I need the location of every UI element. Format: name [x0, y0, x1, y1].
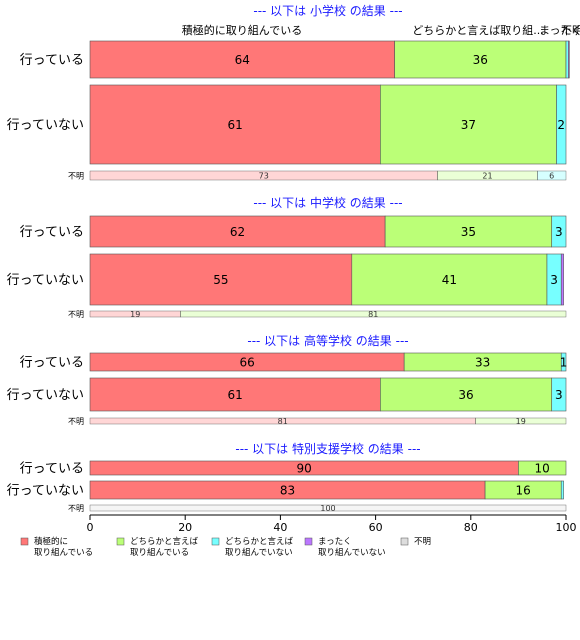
row-label: 不明: [68, 310, 84, 319]
data-label: 33: [475, 356, 490, 370]
data-label: 90: [297, 462, 312, 476]
bar-segment: [560, 352, 567, 372]
data-label: 10: [535, 462, 550, 476]
data-label: 2: [557, 118, 565, 132]
bar-segment: [560, 253, 564, 306]
data-label: 37: [461, 118, 476, 132]
legend-label: どちらかと言えば: [130, 536, 199, 547]
bar-segment: [394, 40, 567, 79]
data-label: 73: [259, 172, 269, 181]
legend-swatch: [211, 537, 220, 546]
data-label: 16: [516, 484, 531, 498]
bar-segment: [568, 40, 570, 79]
bar-segment: [380, 377, 553, 412]
bar-segment: [565, 40, 569, 79]
x-tick-label: 40: [273, 521, 287, 534]
row-label: 行っている: [20, 356, 84, 371]
legend-swatch: [116, 537, 125, 546]
data-label: 61: [228, 388, 243, 402]
data-label: 19: [516, 417, 526, 426]
section-title: --- 以下は 中学校 の結果 ---: [253, 195, 402, 210]
data-label: 36: [473, 53, 488, 67]
legend-swatch: [304, 537, 313, 546]
data-label: 3: [555, 388, 563, 402]
row-label: 行っていない: [7, 118, 84, 133]
bar-segment: [180, 310, 567, 318]
x-tick-label: 100: [556, 521, 577, 534]
legend-label: 取り組んでいる: [34, 547, 93, 558]
legend-swatch: [20, 537, 29, 546]
bar-segment: [380, 84, 557, 165]
x-tick-label: 20: [178, 521, 192, 534]
bar-segment: [351, 253, 548, 306]
legend-label: 取り組んでいない: [225, 547, 293, 558]
column-header: どちらかと言えば取り組...: [412, 24, 544, 37]
legend-label: 取り組んでいる: [130, 547, 189, 558]
bar-segment: [551, 215, 567, 248]
row-label: 不明: [68, 172, 84, 181]
row-label: 不明: [68, 417, 84, 426]
column-header: 積極的に取り組んでいる: [182, 23, 302, 37]
row-label: 行っている: [20, 225, 84, 240]
row-label: 行っている: [20, 462, 84, 477]
data-label: 64: [235, 53, 250, 67]
data-label: 81: [368, 310, 378, 319]
x-tick-label: 0: [87, 521, 94, 534]
data-label: 62: [230, 225, 245, 239]
bar-segment: [89, 377, 381, 412]
data-label: 3: [555, 225, 563, 239]
bar-segment: [556, 84, 567, 165]
data-label: 3: [550, 273, 558, 287]
data-label: 19: [130, 310, 140, 319]
data-label: 41: [442, 273, 457, 287]
bar-segment: [551, 377, 567, 412]
column-header: まったく...: [539, 24, 580, 37]
data-label: 35: [461, 225, 476, 239]
data-label: 61: [228, 118, 243, 132]
row-label: 行っていない: [7, 273, 84, 288]
data-label: 100: [320, 504, 335, 513]
legend-label: まったく: [318, 537, 352, 547]
data-label: 1: [560, 356, 568, 370]
legend-label: 積極的に: [34, 536, 68, 547]
data-label: 66: [239, 356, 254, 370]
x-tick-label: 60: [369, 521, 383, 534]
bar-segment: [89, 253, 353, 306]
data-label: 55: [213, 273, 228, 287]
section-title: --- 以下は 小学校 の結果 ---: [253, 3, 402, 18]
legend-label: どちらかと言えば: [225, 536, 294, 547]
row-label: 行っていない: [7, 388, 84, 403]
legend-swatch: [400, 537, 409, 546]
bar-segment: [560, 480, 564, 500]
bar-segment: [89, 504, 567, 512]
row-label: 不明: [68, 504, 84, 513]
data-label: 83: [280, 484, 295, 498]
data-label: 21: [482, 172, 492, 181]
bar-segment: [518, 460, 567, 476]
section-title: --- 以下は 高等学校 の結果 ---: [247, 333, 408, 348]
bar-segment: [475, 417, 567, 425]
data-label: 36: [458, 388, 473, 402]
row-label: 行っている: [20, 53, 84, 68]
legend-label: 取り組んでいない: [318, 547, 386, 558]
bar-segment: [89, 215, 386, 248]
legend-label: 不明: [414, 537, 431, 547]
x-tick-label: 80: [464, 521, 478, 534]
data-label: 6: [549, 172, 554, 181]
section-title: --- 以下は 特別支援学校 の結果 ---: [235, 441, 420, 456]
data-label: 81: [278, 417, 288, 426]
column-header: 不明: [561, 24, 580, 37]
bar-segment: [537, 170, 567, 181]
row-label: 行っていない: [7, 484, 84, 499]
